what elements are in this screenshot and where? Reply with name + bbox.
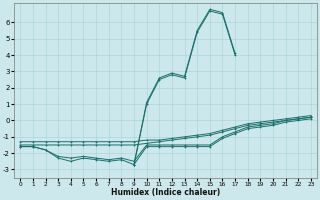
X-axis label: Humidex (Indice chaleur): Humidex (Indice chaleur) [111,188,220,197]
